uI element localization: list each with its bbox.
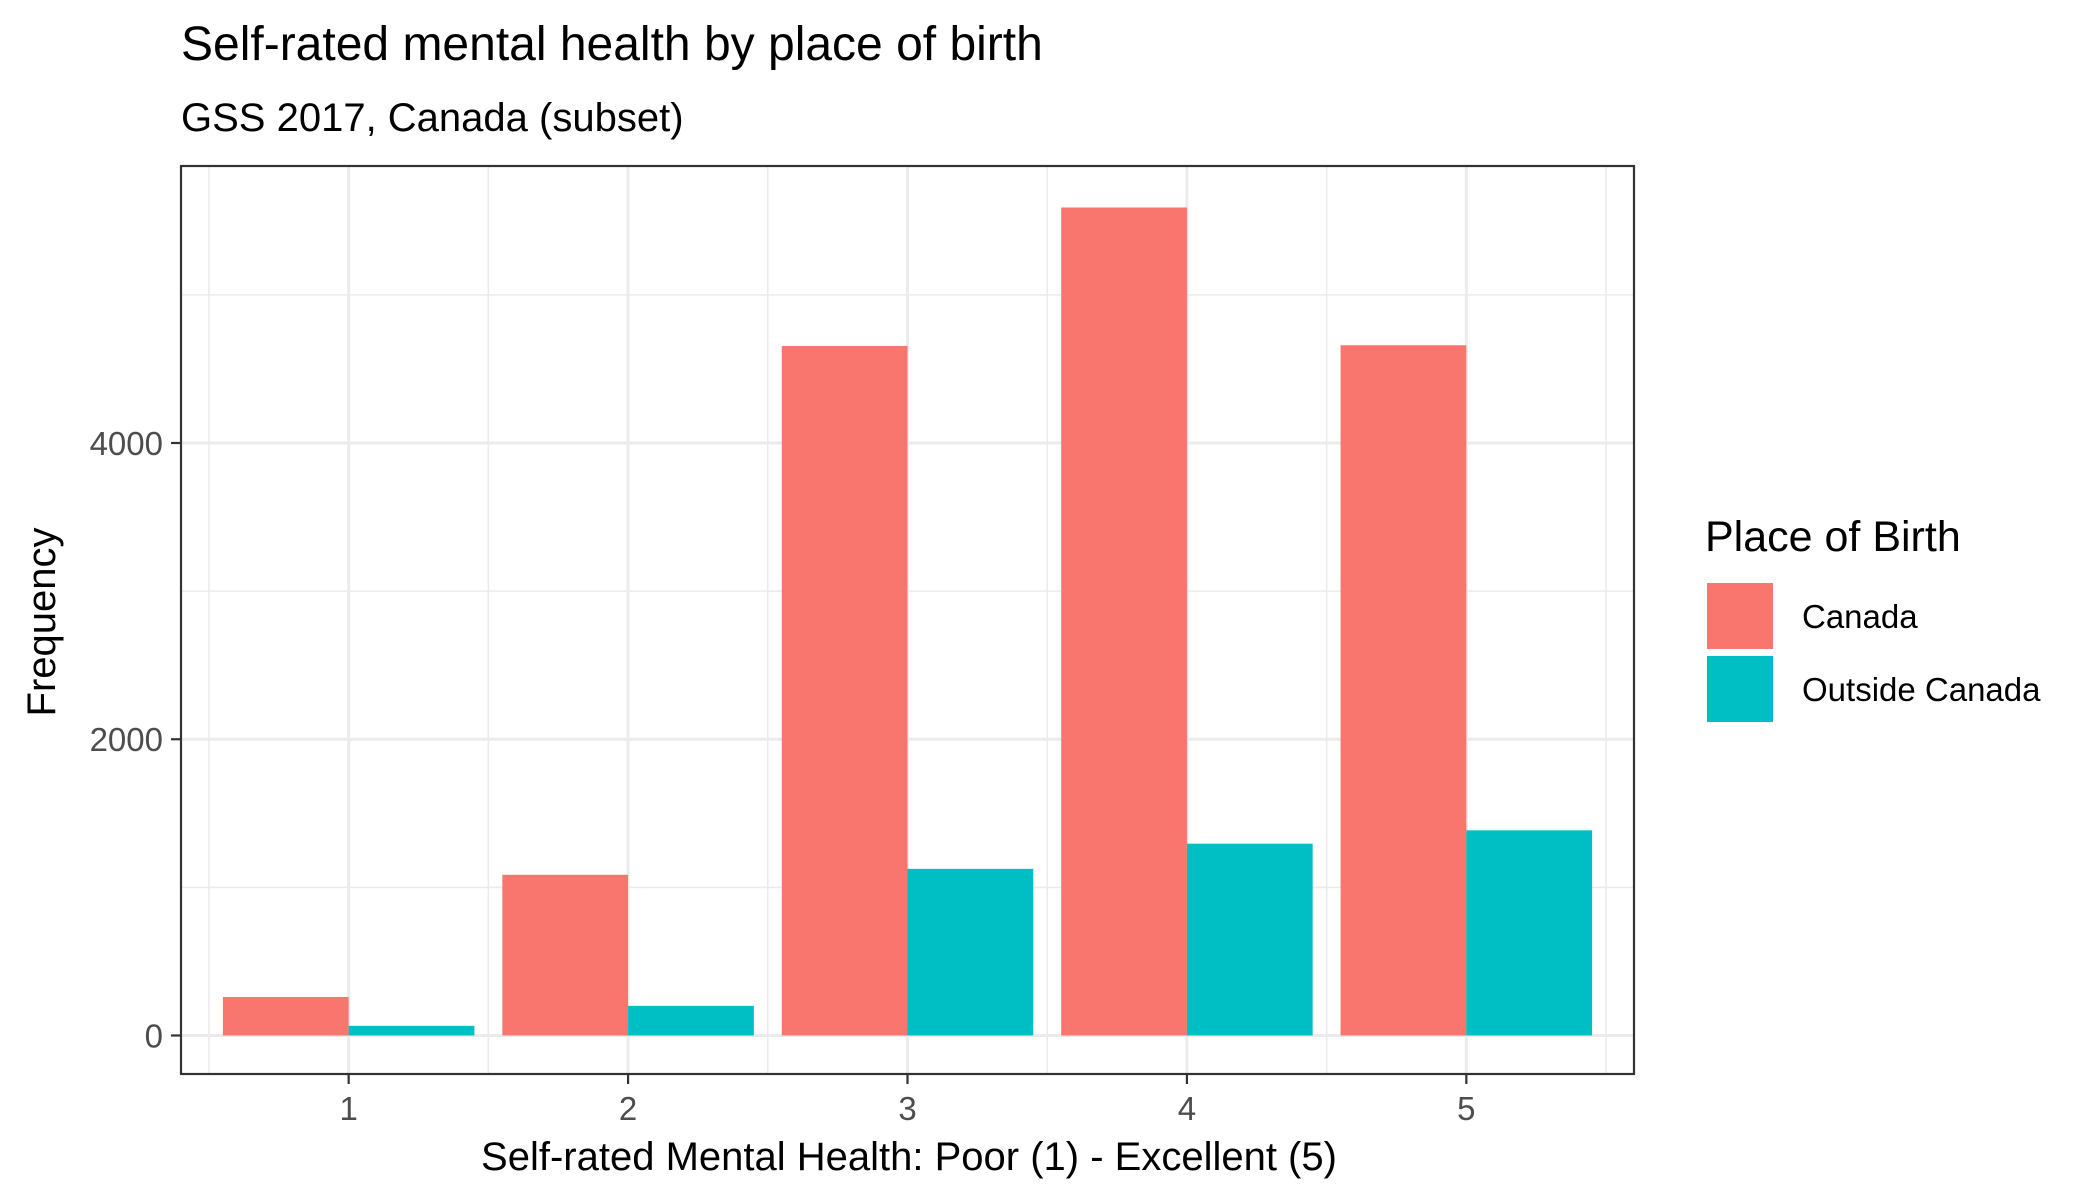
y-axis-label: Frequency	[20, 528, 64, 717]
y-tick-label: 4000	[90, 425, 163, 462]
bar-canada-5	[1340, 345, 1467, 1036]
legend-items: Canada Outside Canada	[1707, 583, 2041, 722]
chart-subtitle: GSS 2017, Canada (subset)	[181, 96, 684, 140]
x-tick-label: 3	[898, 1090, 916, 1127]
x-tick-label: 2	[619, 1090, 637, 1127]
x-tick-label: 5	[1457, 1090, 1475, 1127]
plot-area: 0 2000 4000 1 2 3 4 5	[90, 164, 1636, 1127]
bar-outside-canada-4	[1186, 843, 1313, 1036]
x-tick-label: 4	[1178, 1090, 1196, 1127]
chart-title: Self-rated mental health by place of bir…	[181, 18, 1043, 71]
bar-outside-canada-1	[348, 1025, 475, 1036]
y-tick-label: 0	[145, 1017, 163, 1054]
bar-canada-1	[222, 996, 349, 1036]
legend-label: Canada	[1802, 598, 1918, 635]
legend-label: Outside Canada	[1802, 671, 2041, 708]
bar-outside-canada-2	[628, 1005, 754, 1036]
bar-outside-canada-5	[1466, 830, 1593, 1036]
x-axis-label: Self-rated Mental Health: Poor (1) - Exc…	[481, 1135, 1337, 1179]
bar-canada-2	[502, 874, 629, 1036]
bar-canada-3	[781, 345, 908, 1036]
legend: Place of Birth Canada Outside Canada	[1705, 513, 2041, 722]
legend-key-outside-canada	[1707, 656, 1773, 722]
y-tick-label: 2000	[90, 721, 163, 758]
bar-outside-canada-3	[907, 868, 1034, 1036]
x-tick-label: 1	[339, 1090, 357, 1127]
legend-title: Place of Birth	[1705, 513, 1961, 561]
bar-canada-4	[1061, 207, 1187, 1036]
legend-key-canada	[1707, 583, 1773, 649]
